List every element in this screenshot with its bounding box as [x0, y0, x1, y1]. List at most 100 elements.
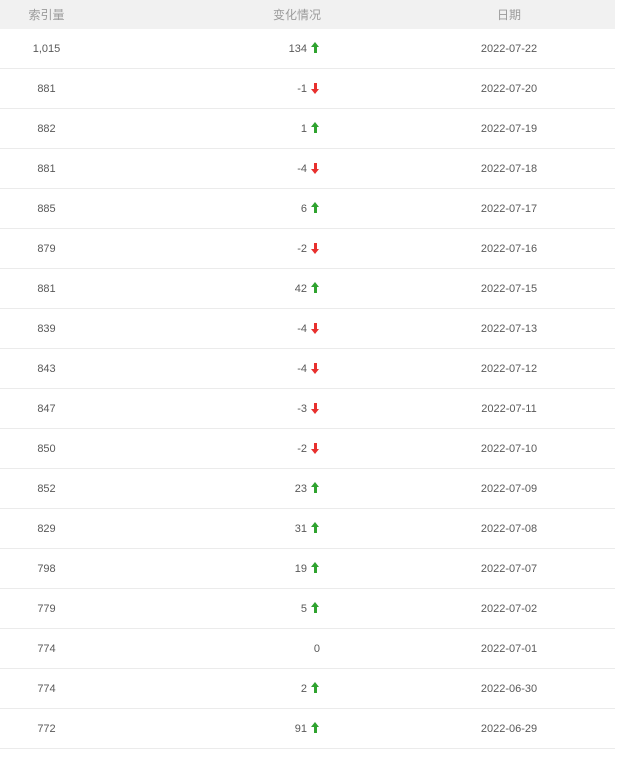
table-row: 850 -2 2022-07-10 [0, 429, 615, 469]
up-arrow-icon [311, 202, 320, 214]
index-cell: 829 [37, 522, 56, 535]
change-value: -4 [297, 323, 307, 335]
up-arrow-icon [311, 522, 320, 534]
table-row: 882 1 2022-07-19 [0, 109, 615, 149]
up-arrow-icon [311, 562, 320, 574]
change-value: 6 [300, 203, 307, 215]
index-cell: 879 [37, 242, 56, 255]
change-value: 5 [300, 603, 307, 615]
down-arrow-icon [311, 402, 320, 414]
table-row: 829 31 2022-07-08 [0, 509, 615, 549]
column-header-index: 索引量 [28, 8, 65, 22]
index-cell: 843 [37, 362, 56, 375]
change-value: -3 [297, 403, 307, 415]
date-cell: 2022-07-02 [480, 602, 538, 615]
date-cell: 2022-07-10 [480, 442, 538, 455]
index-cell: 881 [37, 282, 56, 295]
change-value: 2 [300, 683, 307, 695]
date-cell: 2022-07-11 [481, 402, 537, 415]
date-cell: 2022-06-29 [480, 722, 538, 735]
index-cell: 847 [37, 402, 56, 415]
change-cell: -4 [93, 322, 403, 335]
change-value: 19 [294, 563, 307, 575]
table-row: 798 19 2022-07-07 [0, 549, 615, 589]
table-row: 774 2 2022-06-30 [0, 669, 615, 709]
change-cell: 6 [93, 202, 403, 215]
date-cell: 2022-07-16 [480, 242, 538, 255]
index-cell: 779 [37, 602, 56, 615]
table-body: 1,015 134 2022-07-22 881 -1 2022-07-20 8… [0, 29, 615, 749]
change-cell: 42 [93, 282, 403, 295]
index-cell: 881 [37, 162, 56, 175]
up-arrow-icon [311, 42, 320, 54]
table-row: 1,015 134 2022-07-22 [0, 29, 615, 69]
change-value: -2 [297, 243, 307, 255]
index-cell: 852 [37, 482, 56, 495]
table-row: 843 -4 2022-07-12 [0, 349, 615, 389]
down-arrow-icon [311, 82, 320, 94]
date-cell: 2022-07-22 [480, 42, 538, 55]
change-cell: 5 [93, 602, 403, 615]
date-cell: 2022-07-20 [480, 82, 538, 95]
table-row: 885 6 2022-07-17 [0, 189, 615, 229]
date-cell: 2022-07-17 [480, 202, 538, 215]
change-cell: 23 [93, 482, 403, 495]
change-value: 1 [300, 123, 307, 135]
index-cell: 881 [37, 82, 56, 95]
date-cell: 2022-07-01 [480, 642, 538, 655]
column-header-change: 变化情况 [272, 8, 321, 22]
up-arrow-icon [311, 282, 320, 294]
index-cell: 1,015 [32, 42, 61, 55]
change-cell: -3 [93, 402, 403, 415]
up-arrow-icon [311, 682, 320, 694]
down-arrow-icon [311, 362, 320, 374]
up-arrow-icon [311, 602, 320, 614]
change-cell: 19 [93, 562, 403, 575]
change-cell: -4 [93, 362, 403, 375]
table-row: 847 -3 2022-07-11 [0, 389, 615, 429]
date-cell: 2022-07-09 [480, 482, 538, 495]
table-row: 774 0 2022-07-01 [0, 629, 615, 669]
date-cell: 2022-07-08 [480, 522, 538, 535]
change-cell: -2 [93, 242, 403, 255]
table-header: 索引量 变化情况 日期 [0, 0, 615, 29]
change-cell: 0 [93, 643, 403, 655]
change-cell: -2 [93, 442, 403, 455]
date-cell: 2022-07-15 [480, 282, 538, 295]
date-cell: 2022-07-19 [480, 122, 538, 135]
up-arrow-icon [311, 482, 320, 494]
index-cell: 798 [37, 562, 56, 575]
index-cell: 885 [37, 202, 56, 215]
down-arrow-icon [311, 162, 320, 174]
date-cell: 2022-07-12 [480, 362, 538, 375]
index-cell: 772 [37, 722, 56, 735]
down-arrow-icon [311, 242, 320, 254]
change-cell: 134 [93, 42, 403, 55]
table-row: 772 91 2022-06-29 [0, 709, 615, 749]
table-row: 881 -1 2022-07-20 [0, 69, 615, 109]
column-header-date: 日期 [496, 8, 521, 22]
change-value: 91 [294, 723, 307, 735]
date-cell: 2022-07-13 [480, 322, 538, 335]
change-cell: -1 [93, 82, 403, 95]
index-cell: 850 [37, 442, 56, 455]
up-arrow-icon [311, 722, 320, 734]
index-cell: 774 [37, 682, 56, 695]
table-row: 879 -2 2022-07-16 [0, 229, 615, 269]
index-cell: 774 [37, 642, 56, 655]
table-row: 852 23 2022-07-09 [0, 469, 615, 509]
change-value: 31 [294, 523, 307, 535]
change-value: -4 [297, 363, 307, 375]
index-cell: 839 [37, 322, 56, 335]
up-arrow-icon [311, 122, 320, 134]
change-value: 42 [294, 283, 307, 295]
table-row: 779 5 2022-07-02 [0, 589, 615, 629]
down-arrow-icon [311, 442, 320, 454]
change-value: 134 [288, 43, 307, 55]
change-value: 23 [294, 483, 307, 495]
change-cell: 31 [93, 522, 403, 535]
change-value: -4 [297, 163, 307, 175]
change-cell: -4 [93, 162, 403, 175]
change-value: 0 [313, 642, 320, 655]
